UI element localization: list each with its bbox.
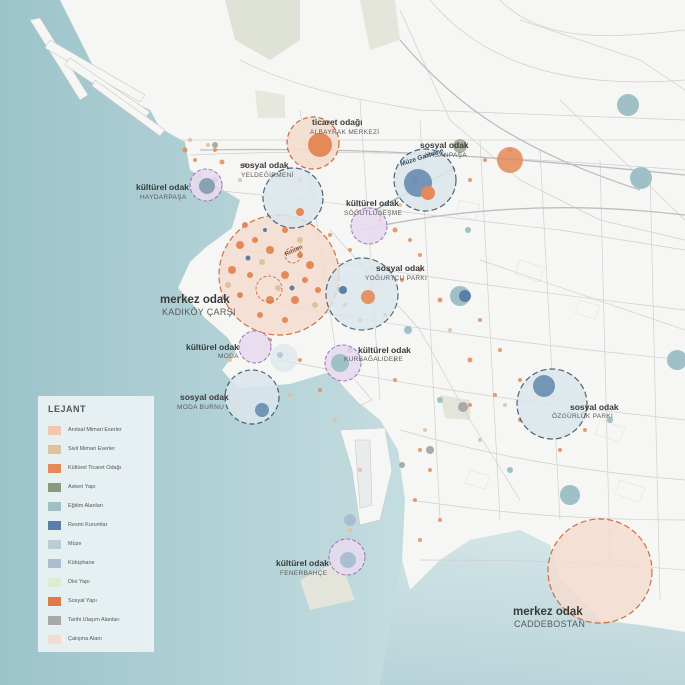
label-name-ozgurluk: ÖZGÜRLÜK PARKI: [552, 412, 613, 420]
label-type-moda: kültürel odak: [186, 342, 239, 352]
legend-item: Resmi Kurumlar: [48, 519, 107, 531]
label-name-modaburnu: MODA BURNU: [177, 404, 224, 411]
legend-panel: LEJANT Anıtsal Mimari Eserler Sivil Mimar…: [38, 396, 154, 652]
center-dots: [225, 222, 321, 323]
legend-item: Sosyal Yapı: [48, 595, 97, 607]
legend-label: Tarihi Ulaşım Alanları: [68, 617, 120, 623]
legend-swatch: [48, 539, 61, 549]
label-type-sogutlucesme: kültürel odak: [346, 198, 399, 208]
label-type-kadikoy: merkez odak: [160, 294, 230, 306]
legend-swatch: [48, 596, 61, 606]
legend-item: Dini Yapı: [48, 576, 90, 588]
legend-item: Askeri Yapı: [48, 481, 96, 493]
legend-swatch: [48, 558, 61, 568]
legend-swatch: [48, 615, 61, 625]
legend-label: Dini Yapı: [68, 579, 90, 585]
legend-label: Müze: [68, 541, 82, 547]
park-areas: [225, 0, 470, 610]
legend-label: Anıtsal Mimari Eserler: [68, 427, 122, 433]
focus-circles: [189, 116, 653, 624]
label-type-ozgurluk: sosyal odak: [570, 402, 619, 412]
label-type-albayrak: ticaret odağı: [312, 117, 363, 127]
legend-item: Müze: [48, 538, 81, 550]
legend-swatch: [48, 444, 61, 454]
label-name-moda: MODA: [218, 353, 239, 360]
main-roads: [199, 39, 685, 231]
label-name-yogurtcu: YOĞURTÇU PARKI: [365, 273, 427, 282]
label-type-kurbagalidere: kültürel odak: [358, 345, 411, 355]
label-type-yogurtcu: sosyal odak: [376, 263, 425, 273]
label-type-fenerbahce: kültürel odak: [276, 558, 329, 568]
legend-item: Kültürel Ticaret Odağı: [48, 462, 121, 474]
label-type-modaburnu: sosyal odak: [180, 392, 229, 402]
sea-south: [380, 530, 685, 685]
road-network: [180, 0, 685, 601]
label-name-yeldegirmeni: YELDEĞİRMENİ: [241, 170, 294, 179]
label-name-fenerbahce: FENERBAHÇE: [280, 570, 328, 577]
label-type-caddebostan: merkez odak: [513, 606, 583, 618]
legend-item: Tarihi Ulaşım Alanları: [48, 614, 120, 626]
legend-label: Çalışma Alanı: [68, 636, 102, 642]
label-name-haydarpasa: HAYDARPAŞA: [140, 194, 187, 201]
legend-label: Kültürel Ticaret Odağı: [68, 465, 122, 471]
legend-item: Çalışma Alanı: [48, 633, 102, 645]
legend-item: Kütüphane: [48, 557, 95, 569]
legend-label: Askeri Yapı: [68, 484, 96, 490]
legend-item: Eğitim Alanları: [48, 500, 103, 512]
legend-item: Anıtsal Mimari Eserler: [48, 424, 122, 436]
label-name-sogutlucesme: SÖĞÜTLÜÇEŞME: [344, 208, 403, 217]
legend-swatch: [48, 482, 61, 492]
legend-label: Sivil Mimari Eserler: [68, 446, 116, 452]
label-type-haydarpasa: kültürel odak: [136, 182, 189, 192]
legend-label: Eğitim Alanları: [68, 503, 104, 509]
legend-swatch: [48, 577, 61, 587]
legend-title: LEJANT: [48, 404, 87, 414]
legend-swatch: [48, 463, 61, 473]
label-name-kurbagalidere: KURBAĞALIDERE: [344, 354, 404, 363]
label-name-hasanpasa: HASANPAŞA: [425, 152, 467, 159]
legend-swatch: [48, 520, 61, 530]
legend-label: Resmi Kurumlar: [68, 522, 108, 528]
label-type-hasanpasa: sosyal odak: [420, 140, 469, 150]
map-labels: ticaret odağı ALBAYRAK MERKEZİ sosyal od…: [136, 117, 619, 629]
label-type-yeldegirmeni: sosyal odak: [240, 160, 289, 170]
label-name-caddebostan: CADDEBOSTAN: [514, 619, 585, 629]
legend-label: Kütüphane: [68, 560, 95, 566]
label-name-kadikoy: KADIKÖY ÇARŞI: [162, 307, 236, 317]
legend-label: Sosyal Yapı: [68, 598, 97, 604]
label-name-albayrak: ALBAYRAK MERKEZİ: [310, 127, 379, 136]
legend-swatch: [48, 634, 61, 644]
building-texture: [454, 199, 646, 503]
legend-swatch: [48, 425, 61, 435]
legend-item: Sivil Mimari Eserler: [48, 443, 115, 455]
legend-swatch: [48, 501, 61, 511]
